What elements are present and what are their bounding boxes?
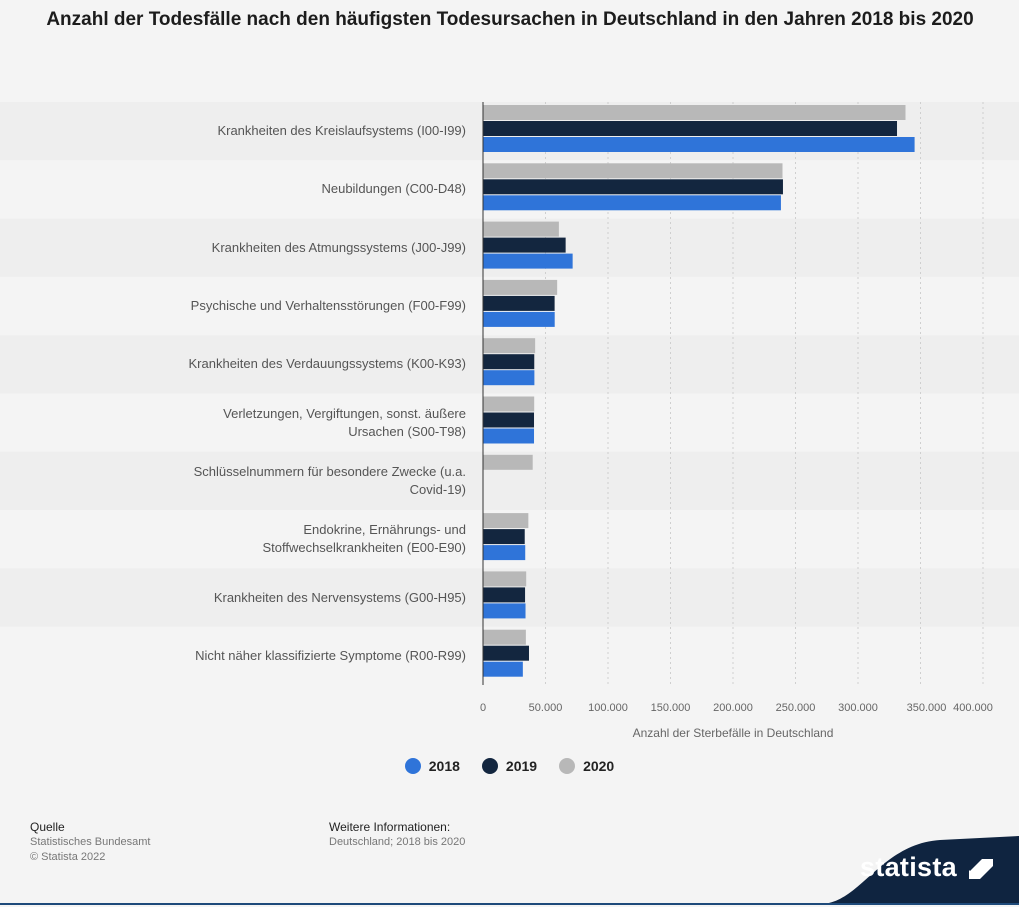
bar-2019[interactable] xyxy=(483,121,898,136)
bar-2018[interactable] xyxy=(483,311,555,327)
category-label-line: Krankheiten des Nervensystems (G00-H95) xyxy=(213,589,466,605)
x-tick-label: 300.000 xyxy=(838,702,878,714)
source-publisher: Statistisches Bundesamt xyxy=(30,836,151,848)
bar-2019[interactable] xyxy=(483,237,566,253)
category-label: Schlüsselnummern für besondere Zwecke (u… xyxy=(136,463,466,499)
category-label: Nicht näher klassifizierte Symptome (R00… xyxy=(136,647,466,665)
category-label-line: Neubildungen (C00-D48) xyxy=(321,181,466,197)
info-heading[interactable]: Weitere Informationen: xyxy=(329,820,451,834)
bar-2020[interactable] xyxy=(483,105,906,120)
bar-chart xyxy=(482,102,984,685)
brand-bar xyxy=(0,903,1019,905)
x-tick-label: 150.000 xyxy=(650,702,691,714)
bar-2020[interactable] xyxy=(483,454,533,470)
statista-logo-icon xyxy=(969,859,993,879)
legend-dot-2018 xyxy=(404,758,421,774)
legend-item-2018[interactable]: 2018 xyxy=(404,758,460,774)
category-label-line: Krankheiten des Kreislaufsystems (I00-I9… xyxy=(217,123,466,139)
category-label: Psychische und Verhaltensstörungen (F00-… xyxy=(136,297,466,315)
x-tick-label: 250.000 xyxy=(775,702,816,714)
statista-logo[interactable]: statista xyxy=(860,852,957,882)
bar-2020[interactable] xyxy=(483,396,535,412)
category-label-line: Stoffwechselkrankheiten (E00-E90) xyxy=(262,540,466,556)
category-label-line: Schlüsselnummern für besondere Zwecke (u… xyxy=(193,463,466,479)
bar-2020[interactable] xyxy=(483,279,558,295)
category-label-line: Psychische und Verhaltensstörungen (F00-… xyxy=(190,298,466,314)
bar-2018[interactable] xyxy=(483,545,526,561)
legend-item-2020[interactable]: 2020 xyxy=(559,758,614,774)
x-axis-label: Anzahl der Sterbefälle in Deutschland xyxy=(632,726,834,740)
info-text: Deutschland; 2018 bis 2020 xyxy=(329,836,466,848)
bar-2018[interactable] xyxy=(483,603,526,619)
category-label: Neubildungen (C00-D48) xyxy=(136,180,466,198)
bar-2019[interactable] xyxy=(483,412,535,428)
bar-2018[interactable] xyxy=(483,661,523,677)
bar-2018[interactable] xyxy=(483,137,915,152)
chart-title: Anzahl der Todesfälle nach den häufigste… xyxy=(46,9,974,30)
info-block: Weitere Informationen: Deutschland; 2018… xyxy=(329,820,465,850)
category-label: Krankheiten des Atmungssystems (J00-J99) xyxy=(136,239,466,257)
x-tick-label: 50.000 xyxy=(528,702,563,714)
bar-2019[interactable] xyxy=(483,295,555,311)
category-label: Krankheiten des Verdauungssystems (K00-K… xyxy=(136,355,467,373)
category-label-line: Ursachen (S00-T98) xyxy=(348,423,466,439)
category-label: Krankheiten des Kreislaufsystems (I00-I9… xyxy=(136,122,466,140)
bar-2019[interactable] xyxy=(483,587,526,603)
bar-2018[interactable] xyxy=(483,370,535,386)
bar-2020[interactable] xyxy=(483,221,559,237)
legend-label-2020: 2020 xyxy=(583,758,615,774)
category-label-line: Nicht näher klassifizierte Symptome (R00… xyxy=(195,647,466,663)
x-tick-label: 350.000 xyxy=(906,702,947,714)
legend-label-2018: 2018 xyxy=(428,758,460,774)
category-label-line: Endokrine, Ernährungs- und xyxy=(303,522,466,538)
bar-2018[interactable] xyxy=(483,428,535,444)
bar-2020[interactable] xyxy=(483,338,536,354)
category-label: Verletzungen, Vergiftungen, sonst. äußer… xyxy=(136,405,466,441)
bar-2019[interactable] xyxy=(483,529,525,545)
category-label-line: Verletzungen, Vergiftungen, sonst. äußer… xyxy=(223,405,466,421)
bar-2018[interactable] xyxy=(483,195,781,211)
category-label-line: Covid-19) xyxy=(409,481,466,497)
bar-2020[interactable] xyxy=(483,163,783,179)
source-copyright: © Statista 2022 xyxy=(30,851,106,863)
bar-2018[interactable] xyxy=(483,253,573,269)
x-tick-label: 200.000 xyxy=(713,702,753,714)
bar-2019[interactable] xyxy=(483,645,529,661)
bar-2020[interactable] xyxy=(483,629,526,645)
bar-2020[interactable] xyxy=(483,571,527,587)
x-tick-label: 400.000 xyxy=(953,702,993,714)
x-tick-label: 100.000 xyxy=(588,702,628,714)
category-label-line: Krankheiten des Atmungssystems (J00-J99) xyxy=(211,239,466,255)
category-label-line: Krankheiten des Verdauungssystems (K00-K… xyxy=(188,356,467,372)
legend: 2018 2019 2020 xyxy=(0,758,1019,774)
brand-wave xyxy=(820,836,1019,904)
source-heading: Quelle xyxy=(30,820,65,834)
category-label: Krankheiten des Nervensystems (G00-H95) xyxy=(136,589,466,607)
bar-2020[interactable] xyxy=(483,513,529,529)
source-block: Quelle Statistisches Bundesamt © Statist… xyxy=(30,820,150,865)
category-label: Endokrine, Ernährungs- und Stoffwechselkr… xyxy=(136,521,466,557)
bar-2019[interactable] xyxy=(483,354,535,370)
x-tick-label: 0 xyxy=(479,702,487,714)
legend-dot-2019 xyxy=(481,758,498,774)
legend-item-2019[interactable]: 2019 xyxy=(481,758,538,774)
bar-2019[interactable] xyxy=(483,179,783,195)
legend-dot-2020 xyxy=(559,758,576,774)
legend-label-2019: 2019 xyxy=(505,758,538,774)
